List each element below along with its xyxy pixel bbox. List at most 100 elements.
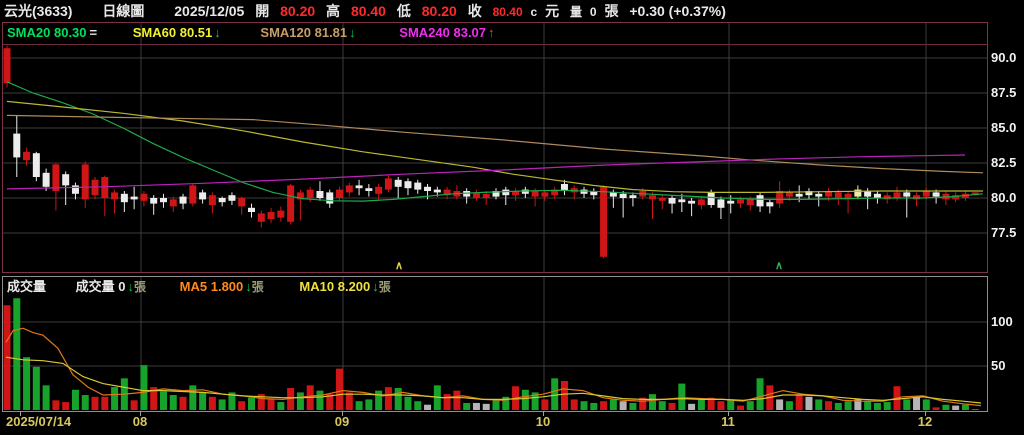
signal-caret-marker: ∧: [395, 260, 403, 272]
volume-bar: [326, 394, 334, 410]
candle-body: [81, 164, 89, 200]
volume-bar: [883, 402, 891, 410]
volume-bar: [913, 396, 921, 410]
volume-series-label: 成交量 0 ↓張: [76, 277, 146, 297]
candle-body: [3, 48, 11, 84]
volume-bar: [952, 405, 960, 410]
volume-bar: [414, 401, 422, 410]
candle-body: [609, 192, 617, 197]
candle-body: [472, 192, 480, 198]
volume-ma10-label[interactable]: MA10 8.200 ↓張: [299, 277, 390, 297]
candle-body: [345, 185, 353, 193]
volume-bar: [551, 378, 559, 410]
candle-body: [130, 196, 138, 200]
candle-body: [600, 186, 608, 257]
candle-body: [619, 193, 627, 198]
volume-bar: [296, 392, 304, 410]
volume-bar: [502, 396, 510, 410]
candle-body: [120, 193, 128, 203]
volume-bar: [257, 394, 265, 410]
volume-unit: 張: [604, 3, 619, 19]
volume-bar: [355, 401, 363, 410]
sma240-trend-up-icon: ↑: [488, 25, 495, 40]
candle-body: [355, 185, 363, 189]
sma240-label[interactable]: SMA240 83.07 ↑: [399, 23, 494, 43]
candle-body: [864, 191, 872, 197]
x-tick-mark: [543, 411, 544, 416]
volume-bar: [570, 399, 578, 410]
sma120-line: [6, 114, 984, 174]
volume-chart[interactable]: [3, 277, 987, 411]
x-label-start-date: 2025/07/14: [6, 414, 72, 429]
candle-body: [492, 191, 500, 197]
volume-bar: [394, 388, 402, 410]
volume-bar: [560, 380, 568, 410]
candle-body: [873, 193, 881, 198]
candle-body: [785, 192, 793, 197]
price-tick-85: 85.0: [991, 120, 1017, 135]
candle-body: [208, 195, 216, 205]
x-tick-mark: [925, 411, 926, 416]
volume-bar: [756, 378, 764, 410]
candle-body: [316, 191, 324, 198]
volume-trend-down-icon: ↓: [127, 279, 135, 294]
candle-body: [952, 195, 960, 200]
candle-body: [502, 189, 510, 196]
volume-bar: [13, 298, 21, 410]
candle-body: [463, 191, 471, 197]
sma120-label[interactable]: SMA120 81.81 ↓: [260, 23, 355, 43]
candle-body: [795, 193, 803, 197]
volume-bar: [482, 403, 490, 410]
x-tick-mark: [140, 411, 141, 416]
volume-bar: [971, 409, 979, 410]
low-value: 80.20: [421, 3, 457, 19]
candle-body: [766, 202, 774, 207]
candle-body: [159, 198, 167, 203]
candle-body: [424, 186, 432, 191]
sma60-label[interactable]: SMA60 80.51 ↓: [133, 23, 221, 43]
chart-type-label[interactable]: 日線圖: [102, 3, 145, 19]
candle-body: [707, 192, 715, 205]
x-label-nov: 11: [721, 414, 735, 429]
candle-body: [287, 185, 295, 222]
candlestick-chart[interactable]: ∧ ∧: [3, 23, 987, 272]
candle-body: [248, 207, 255, 212]
quote-date: 2025/12/05: [174, 3, 245, 19]
volume-bar: [619, 401, 627, 410]
candle-body: [228, 195, 236, 201]
candle-body: [257, 213, 265, 222]
volume-bar: [463, 402, 471, 410]
x-label-aug: 08: [132, 414, 148, 429]
open-value: 80.20: [280, 3, 316, 19]
volume-bar: [248, 397, 255, 410]
candle-body: [267, 212, 275, 219]
candle-body: [825, 191, 833, 197]
sma-label-row: SMA20 80.30 = SMA60 80.51 ↓ SMA120 81.81 ↓ …: [3, 23, 987, 45]
candle-body: [913, 195, 921, 200]
candle-body: [71, 185, 79, 194]
price-tick-77_5: 77.5: [991, 225, 1017, 240]
volume-bar: [658, 401, 666, 410]
candle-body: [531, 191, 539, 197]
open-label: 開: [255, 3, 270, 19]
volume-bar: [873, 402, 881, 410]
candle-body: [169, 199, 177, 207]
stock-name[interactable]: 云光(3633): [4, 3, 73, 19]
volume-bar: [179, 396, 187, 410]
volume-pane-title[interactable]: 成交量: [7, 279, 47, 294]
volume-bar: [62, 402, 70, 410]
volume-pane: 成交量 成交量 0 ↓張 MA5 1.800 ↓張 MA10 8.200 ↓張: [2, 276, 988, 412]
price-tick-82_5: 82.5: [991, 155, 1017, 170]
volume-bar: [52, 400, 60, 410]
volume-bar: [365, 399, 373, 410]
sma60-trend-down-icon: ↓: [214, 25, 221, 40]
volume-bar: [130, 400, 138, 410]
volume-label: 量: [569, 5, 582, 19]
sma20-label[interactable]: SMA20 80.30 =: [7, 23, 97, 43]
volume-ma5-label[interactable]: MA5 1.800 ↓張: [180, 277, 264, 297]
volume-bar: [316, 390, 324, 410]
candle-body: [218, 198, 226, 203]
candle-body: [52, 164, 60, 191]
candle-body: [414, 182, 422, 190]
